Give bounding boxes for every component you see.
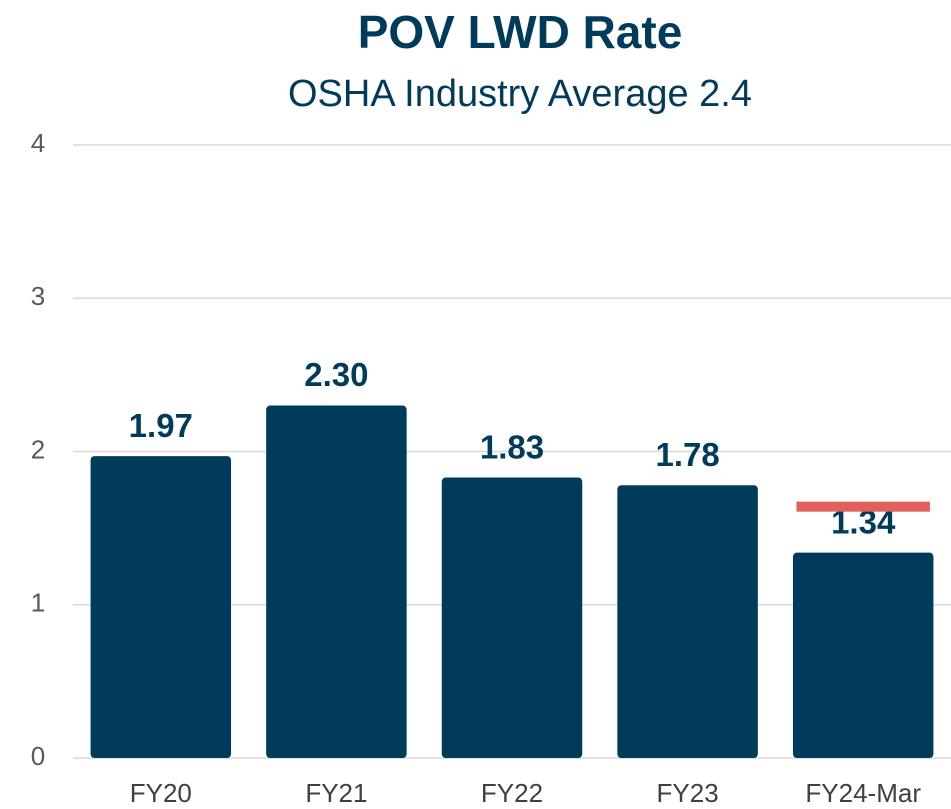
value-label: 2.30 [304,356,368,393]
value-label: 1.78 [655,436,719,473]
y-tick-label: 2 [31,434,45,464]
x-tick-label: FY23 [657,778,719,808]
chart-subtitle: OSHA Industry Average 2.4 [288,73,752,115]
y-tick-label: 0 [31,741,45,771]
value-label: 1.83 [480,428,544,465]
chart-title: POV LWD Rate [358,6,683,58]
value-label: 1.97 [129,407,193,444]
y-tick-label: 1 [31,588,45,618]
y-tick-label: 4 [31,128,45,158]
x-tick-label: FY20 [130,778,192,808]
bar [266,405,407,758]
x-tick-label: FY24-Mar [805,778,921,808]
bar [90,456,232,758]
bar [441,477,583,758]
x-tick-label: FY21 [305,778,367,808]
bar [617,485,758,758]
bar [792,552,934,758]
y-tick-label: 3 [31,281,45,311]
x-tick-label: FY22 [481,778,543,808]
target-marker [796,501,930,512]
